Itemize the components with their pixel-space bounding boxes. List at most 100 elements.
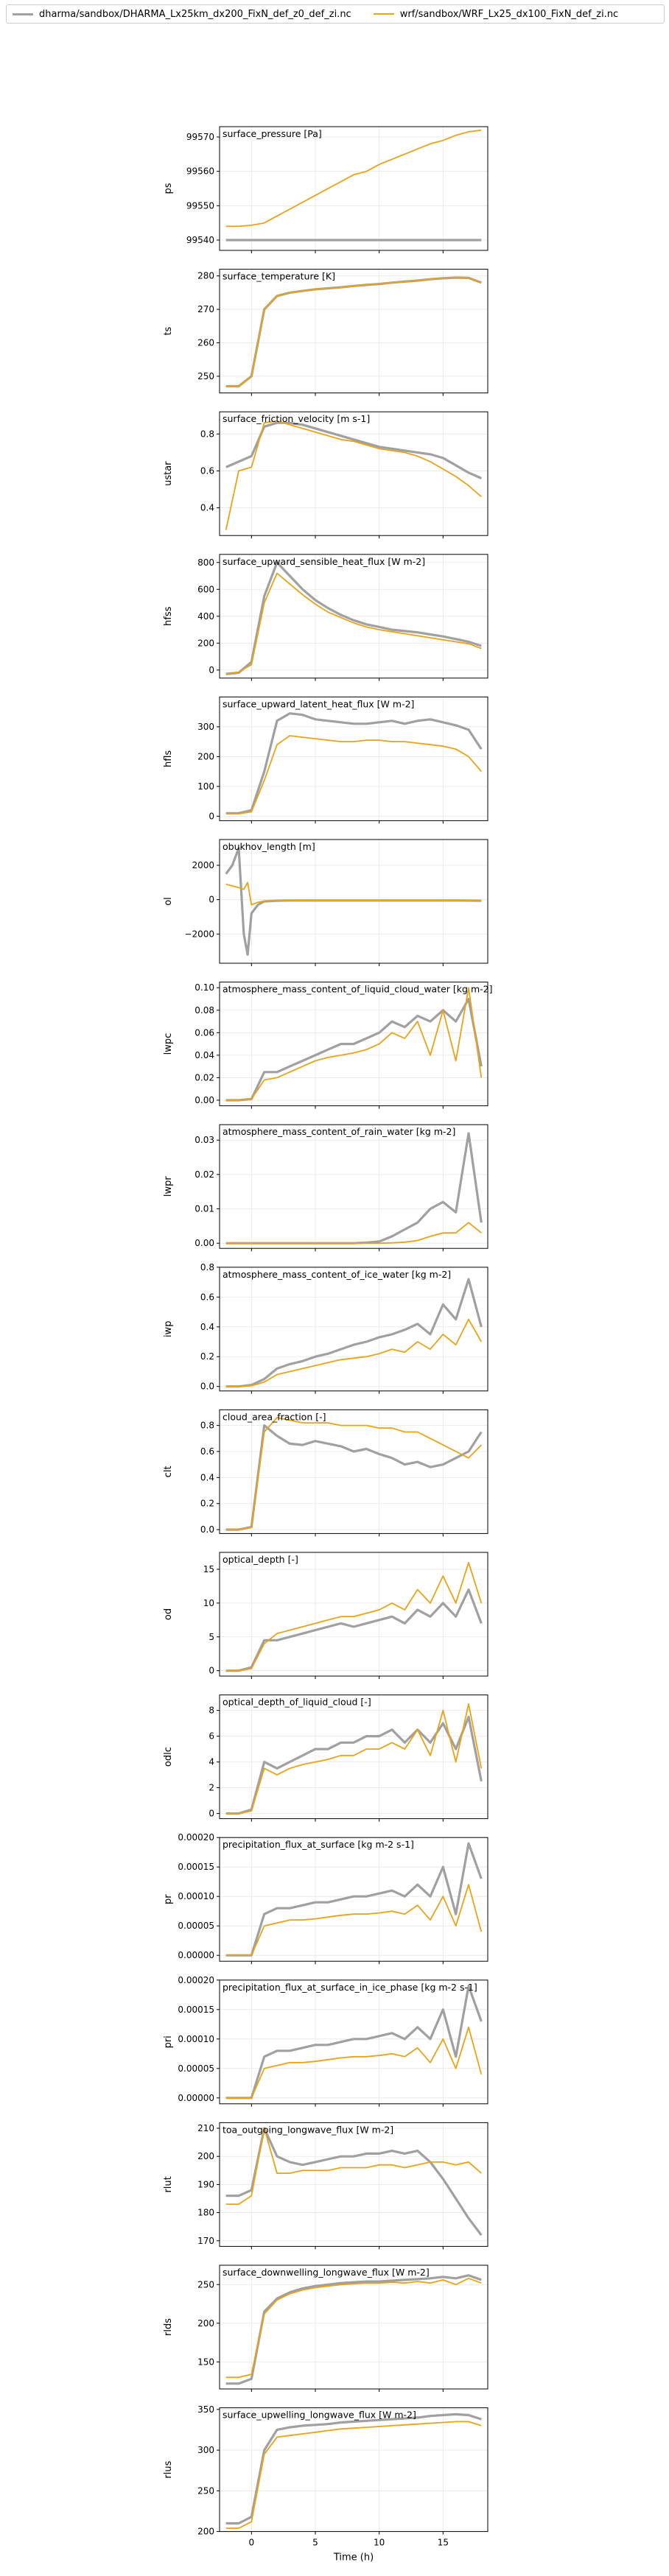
series-line-wrf: [225, 1561, 483, 1672]
y-tick-label: 0.00005: [178, 1921, 214, 1931]
series-line-wrf: [225, 572, 482, 675]
y-tick-label: 99540: [186, 235, 214, 245]
panel-title: atmosphere_mass_content_of_ice_water [kg…: [223, 1269, 451, 1280]
y-tick-label: 0: [209, 811, 214, 821]
plot-frame: [219, 839, 488, 964]
legend-item-dharma: dharma/sandbox/DHARMA_Lx25km_dx200_FixN_…: [13, 9, 351, 20]
y-tick-label: 0.00015: [178, 2005, 214, 2015]
y-tick-label: 180: [197, 2208, 214, 2218]
series-line-wrf: [225, 420, 482, 530]
chart-panel-ps: 99540 99550 99560 99570 ps surface_pressure […: [163, 126, 488, 253]
y-tick-label: 0.4: [200, 1322, 214, 1332]
y-tick-label: 200: [197, 751, 214, 761]
series-line-wrf: [225, 2277, 482, 2379]
y-axis-label: pri: [163, 2035, 174, 2048]
legend-label-wrf: wrf/sandbox/WRF_Lx25_dx100_FixN_def_zi.n…: [399, 8, 619, 20]
y-tick-label: 0.10: [195, 982, 214, 993]
y-tick-label: 0.00020: [178, 1832, 214, 1843]
chart-panel-rlus: 200 250 300 350 rlus surface_upwelling_longwa…: [163, 2404, 488, 2537]
chart-panel-rlut: 170 180 190 200 210 rlut toa_outgoing_longwave…: [163, 2122, 488, 2250]
chart-panel-pr: 0.00000 0.00005 0.00010 0.00015 0.00020 pr pre…: [163, 1832, 488, 1965]
chart-panel-hfls: 0 100 200 300 hfls surface_upward_latent_heat…: [163, 696, 488, 824]
plot-frame: [219, 1837, 488, 1962]
panel-title: optical_depth [-]: [223, 1554, 298, 1565]
y-tick-label: 170: [197, 2236, 214, 2246]
series-line-dharma: [225, 561, 482, 675]
chart-panel-ol: −2000 0 2000 ol obukhov_length [m]: [163, 839, 488, 966]
y-axis-label: ustar: [163, 461, 174, 486]
y-tick-label: 210: [197, 2123, 214, 2133]
panel-title: precipitation_flux_at_surface_in_ice_pha…: [223, 1982, 477, 1993]
panel-title: surface_temperature [K]: [223, 271, 335, 282]
y-tick-label: 0.00000: [178, 1950, 214, 1960]
series-line-dharma: [225, 1985, 483, 2100]
series-line-dharma: [225, 1715, 483, 1815]
y-tick-label: 350: [197, 2404, 214, 2415]
series-line-dharma: [225, 1842, 483, 1957]
panel-title: surface_upward_latent_heat_flux [W m-2]: [223, 698, 414, 709]
y-tick-label: 0.00015: [178, 1862, 214, 1872]
panel-title: surface_friction_velocity [m s-1]: [223, 413, 370, 424]
y-tick-label: 2: [209, 1783, 214, 1793]
y-tick-label: 0.6: [200, 1292, 214, 1302]
chart-panel-rlds: 150 200 250 rlds surface_downwelling_longwav…: [163, 2264, 488, 2392]
chart-panel-ustar: 0.4 0.6 0.8 ustar surface_friction_velocity …: [163, 411, 488, 539]
y-axis-label: ps: [163, 183, 174, 194]
plot-frame: [219, 1695, 488, 1820]
chart-panel-odlc: 0 2 4 6 8 odlc optical_depth_of_liquid_cloud […: [163, 1695, 488, 1822]
series-line-wrf: [225, 987, 483, 1101]
y-tick-label: 200: [197, 2527, 214, 2537]
legend-swatch-dharma: [13, 13, 33, 15]
legend-label-dharma: dharma/sandbox/DHARMA_Lx25km_dx200_FixN_…: [39, 8, 351, 20]
y-tick-label: 250: [197, 2485, 214, 2496]
y-tick-label: 0.8: [200, 1421, 214, 1431]
panel-title: optical_depth_of_liquid_cloud [-]: [223, 1697, 371, 1708]
y-tick-label: 99560: [186, 166, 214, 177]
series-line-dharma: [225, 712, 483, 814]
plot-frame: [219, 1267, 488, 1392]
x-axis-label: Time (h): [333, 2552, 374, 2563]
y-tick-label: 0.2: [200, 1351, 214, 1362]
series-line-wrf: [225, 2128, 482, 2206]
panel-title: precipitation_flux_at_surface [kg m-2 s-…: [223, 1839, 414, 1850]
plot-frame: [219, 696, 488, 821]
y-tick-label: 0: [209, 665, 214, 675]
y-tick-label: 0.00: [195, 1095, 214, 1105]
y-axis-label: ol: [163, 897, 174, 906]
series-line-wrf: [225, 1417, 482, 1531]
y-tick-label: 190: [197, 2179, 214, 2189]
y-tick-label: 2000: [192, 860, 214, 870]
y-tick-label: 300: [197, 2445, 214, 2455]
y-tick-label: 0.4: [200, 503, 214, 513]
series-line-dharma: [225, 997, 483, 1102]
series-line-wrf: [225, 129, 482, 228]
y-tick-label: 0.02: [195, 1169, 214, 1180]
y-tick-label: 0.4: [200, 1472, 214, 1482]
y-tick-label: 250: [197, 2279, 214, 2290]
legend-item-wrf: wrf/sandbox/WRF_Lx25_dx100_FixN_def_zi.n…: [373, 8, 619, 20]
series-line-wrf: [225, 277, 482, 387]
y-tick-label: −2000: [184, 929, 214, 939]
y-tick-label: 8: [209, 1706, 214, 1716]
chart-panel-hfss: 0 200 400 600 800 hfss surface_upward_sensible…: [163, 554, 488, 681]
panel-title: surface_upwelling_longwave_flux [W m-2]: [223, 2410, 416, 2421]
y-tick-label: 0.06: [195, 1027, 214, 1038]
plot-frame: [219, 269, 488, 394]
y-tick-label: 250: [197, 371, 214, 381]
y-axis-label: rlds: [163, 2318, 174, 2336]
series-line-wrf: [225, 881, 482, 906]
y-tick-label: 800: [197, 557, 214, 568]
y-tick-label: 300: [197, 722, 214, 732]
series-line-dharma: [225, 1424, 483, 1531]
y-axis-label: rlut: [163, 2176, 174, 2192]
y-tick-label: 15: [203, 1564, 214, 1574]
panel-title: cloud_area_fraction [-]: [223, 1411, 326, 1422]
plot-frame: [219, 982, 488, 1107]
chart-panel-od: 0 5 10 15 od optical_depth [-]: [163, 1552, 488, 1679]
plot-frame: [219, 411, 488, 536]
y-tick-label: 0.00010: [178, 1891, 214, 1901]
y-tick-label: 270: [197, 304, 214, 314]
y-tick-label: 0.8: [200, 1262, 214, 1273]
x-tick-label: 10: [374, 2538, 385, 2548]
y-tick-label: 200: [197, 638, 214, 648]
